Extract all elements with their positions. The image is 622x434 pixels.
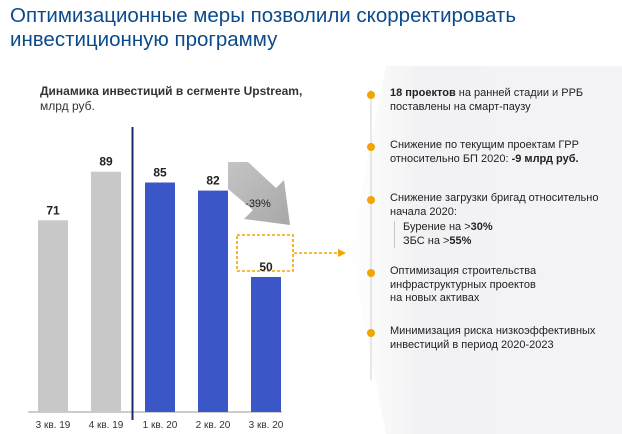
measure-item-3: Снижение загрузки бригад относительно на… (390, 192, 598, 248)
highlight-box (236, 234, 294, 272)
measure-1-text: на ранней стадии и РРБ (455, 87, 584, 99)
measure-3-line1: Снижение загрузки бригад относительно (390, 192, 599, 204)
drilling-label: Бурение на > (403, 221, 471, 233)
bar-2 (91, 171, 121, 412)
bar-value-label-4: 82 (206, 174, 220, 188)
bar-4 (198, 190, 228, 412)
bar-value-label-3: 85 (153, 166, 167, 180)
page-title: Оптимизационные меры позволили скорректи… (10, 4, 516, 52)
measure-4-line1: Оптимизация строительства (390, 265, 537, 277)
bar-5 (251, 277, 281, 412)
measure-1-bold: 18 проектов (390, 87, 456, 99)
measure-3-details: Бурение на >30% ЗБС на >55% (394, 221, 598, 248)
measure-4-line2: инфраструктурных проектов (390, 278, 536, 291)
bar-value-label-5: 50 (259, 260, 273, 274)
timeline-dot-2 (367, 143, 375, 151)
category-label-2: 4 кв. 19 (89, 420, 124, 431)
timeline-dot-3 (367, 196, 375, 204)
measure-3-line2: начала 2020: (390, 205, 457, 218)
category-label-5: 3 кв. 20 (249, 420, 284, 431)
measure-1-line2: поставлены на смарт-паузу (390, 100, 531, 113)
page-title-line-2: инвестиционную программу (10, 28, 278, 51)
measures-panel-bg (350, 66, 622, 434)
sidetrack-label: ЗБС на > (403, 234, 450, 247)
category-label-3: 1 кв. 20 (143, 420, 178, 431)
bar-1 (38, 220, 68, 412)
measure-2-value: -9 млрд руб. (511, 152, 579, 165)
measure-5-line2: инвестиций в период 2020-2023 (390, 338, 554, 351)
timeline-dot-5 (367, 329, 375, 337)
measure-2-line1: Снижение по текущим проектам ГРР (390, 139, 579, 151)
measure-2-line2: относительно БП 2020: (390, 152, 512, 165)
timeline-dot-4 (367, 269, 375, 277)
chart-title-main: Динамика инвестиций в сегменте Upstream, (40, 84, 303, 98)
bar-value-label-1: 71 (46, 203, 60, 217)
bar-value-label-2: 89 (99, 155, 113, 169)
chart-title: Динамика инвестиций в сегменте Upstream,… (40, 84, 302, 114)
decline-annotation: -39% (245, 198, 271, 210)
category-label-1: 3 кв. 19 (36, 420, 71, 431)
measure-item-2: Снижение по текущим проектам ГРР относит… (390, 139, 579, 166)
decline-arrow (228, 162, 290, 225)
measure-item-4: Оптимизация строительства инфраструктурн… (390, 265, 536, 306)
page-title-line-1: Оптимизационные меры позволили скорректи… (10, 4, 517, 27)
drilling-value: 30% (470, 221, 493, 233)
timeline-dot-1 (367, 91, 375, 99)
category-label-4: 2 кв. 20 (196, 420, 231, 431)
sidetrack-value: 55% (449, 234, 472, 247)
highlight-arrowhead (338, 249, 346, 257)
measure-5-line1: Минимизация риска низкоэффективных (390, 325, 596, 337)
measure-4-line3: на новых активах (390, 292, 480, 304)
measure-item-5: Минимизация риска низкоэффективных инвес… (390, 325, 595, 352)
chart-title-units: млрд руб. (40, 99, 95, 113)
bar-3 (145, 182, 175, 412)
measure-item-1: 18 проектов на ранней стадии и РРБ поста… (390, 87, 583, 114)
